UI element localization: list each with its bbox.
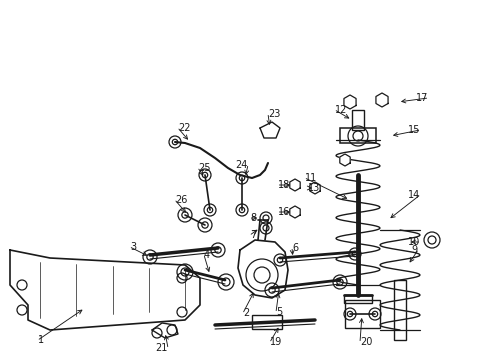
Polygon shape [289, 179, 300, 191]
Text: 2: 2 [243, 308, 249, 318]
Bar [393, 280, 405, 340]
Text: 1: 1 [38, 335, 44, 345]
Text: 25: 25 [198, 163, 210, 173]
Text: 12: 12 [334, 105, 346, 115]
Text: 7: 7 [249, 230, 256, 240]
Text: 21: 21 [155, 343, 168, 353]
Polygon shape [309, 182, 320, 194]
Text: 4: 4 [203, 250, 210, 260]
Polygon shape [339, 154, 349, 166]
Text: 15: 15 [407, 125, 419, 135]
Text: 17: 17 [415, 93, 427, 103]
Bar [339, 128, 375, 143]
Text: 8: 8 [249, 213, 256, 223]
Polygon shape [289, 206, 300, 218]
Text: 16: 16 [278, 207, 290, 217]
Text: 6: 6 [291, 243, 298, 253]
Text: 3: 3 [130, 242, 136, 252]
Text: 20: 20 [359, 337, 372, 347]
Text: 23: 23 [267, 109, 280, 119]
Text: 19: 19 [269, 337, 282, 347]
Polygon shape [375, 93, 387, 107]
Text: 18: 18 [278, 180, 290, 190]
Text: 5: 5 [275, 307, 282, 317]
Bar [345, 300, 379, 328]
Text: 9: 9 [411, 245, 417, 255]
Text: 24: 24 [235, 160, 247, 170]
Text: 26: 26 [175, 195, 187, 205]
Text: 14: 14 [407, 190, 419, 200]
Text: 13: 13 [307, 183, 320, 193]
Bar [251, 315, 282, 329]
Text: 22: 22 [178, 123, 190, 133]
Text: 10: 10 [407, 237, 419, 247]
Bar [343, 295, 371, 303]
Polygon shape [343, 95, 355, 109]
Text: 11: 11 [305, 173, 317, 183]
Bar [351, 110, 363, 130]
